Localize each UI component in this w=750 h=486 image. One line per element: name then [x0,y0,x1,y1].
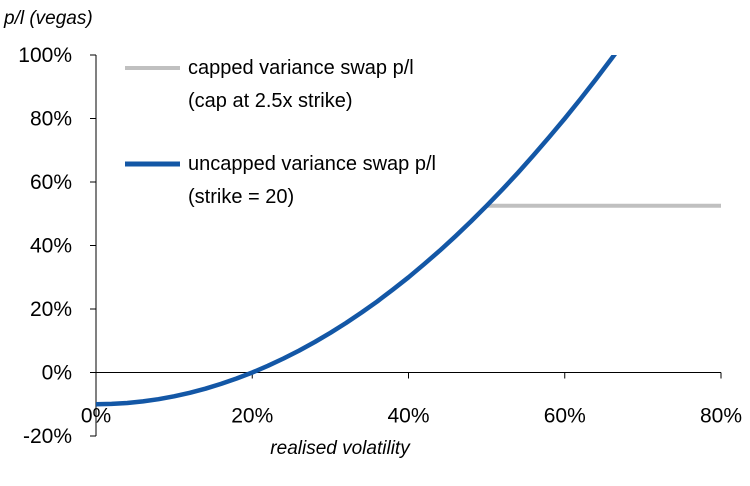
legend: capped variance swap p/l (cap at 2.5x st… [125,57,436,208]
y-tick-label: 60% [30,171,72,194]
legend-label-uncapped: uncapped variance swap p/l [188,153,436,175]
series-layer [96,55,721,407]
x-tick-label: 80% [700,405,742,428]
y-tick-label: 80% [30,108,72,131]
axes: -20% 0% 20% 40% 60% 80% 100% 0% 20% 40% 60% 80% [18,44,742,448]
y-tick-label: -20% [23,425,72,448]
y-tick-label: 20% [30,298,72,321]
y-tick-label: 40% [30,235,72,258]
y-tick-label: 0% [42,362,72,385]
x-tick-label: 40% [387,405,429,428]
legend-label-capped: capped variance swap p/l [188,57,414,79]
y-tick-label: 100% [18,44,72,67]
x-tick-label: 20% [231,405,273,428]
x-tick-label: 60% [544,405,586,428]
x-axis-title: realised volatility [270,438,411,459]
legend-label-uncapped-line2: (strike = 20) [188,186,294,208]
x-tick-label: 0% [81,405,111,428]
uncapped-series-line [96,55,618,407]
y-axis-title: p/l (vegas) [3,8,93,29]
legend-label-capped-line2: (cap at 2.5x strike) [188,90,353,112]
